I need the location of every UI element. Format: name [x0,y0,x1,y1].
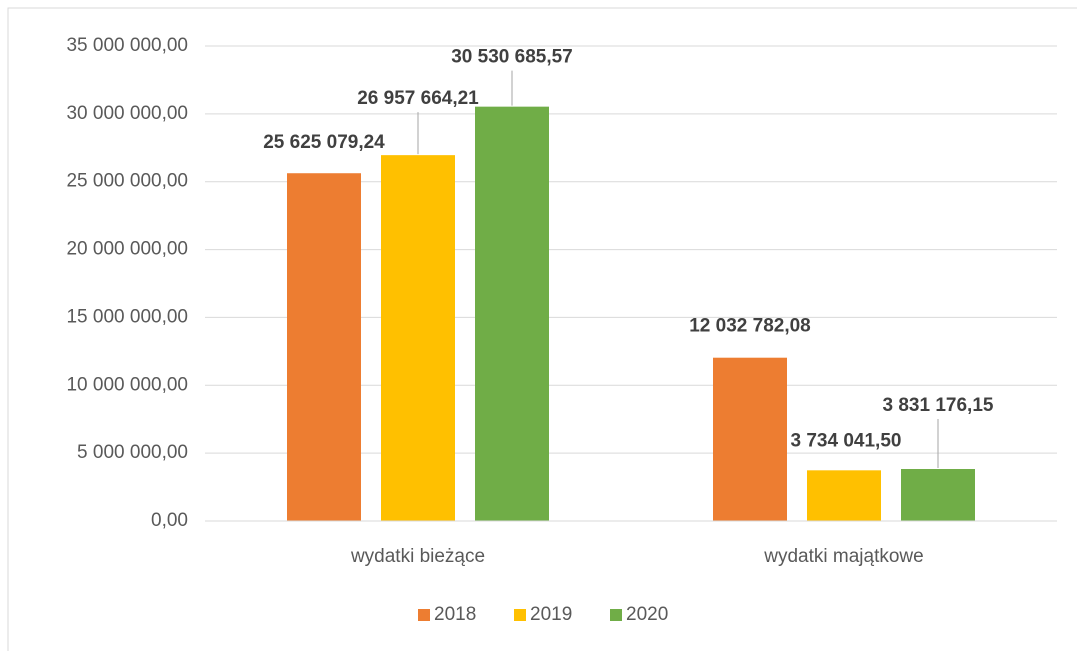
legend-swatch [610,609,622,621]
bar [287,173,361,521]
y-tick-label: 10 000 000,00 [66,374,188,395]
data-label: 26 957 664,21 [357,88,479,109]
bar [807,470,881,521]
y-tick-label: 30 000 000,00 [66,103,188,124]
legend-swatch [514,609,526,621]
x-tick-label: wydatki majątkowe [763,546,923,567]
y-tick-label: 25 000 000,00 [66,171,188,192]
y-tick-label: 0,00 [151,510,188,531]
y-tick-label: 5 000 000,00 [77,442,188,463]
data-label: 3 831 176,15 [883,395,994,416]
data-label: 30 530 685,57 [451,47,573,68]
y-tick-label: 15 000 000,00 [66,306,188,327]
legend-swatch [418,609,430,621]
bar [381,155,455,521]
x-tick-label: wydatki bieżące [350,546,485,567]
legend-label: 2020 [626,604,668,625]
legend-label: 2019 [530,604,572,625]
bar [475,106,549,522]
data-label: 12 032 782,08 [689,316,811,337]
bar [901,469,975,521]
legend-label: 2018 [434,604,476,625]
bar [713,357,787,521]
data-label: 25 625 079,24 [263,132,385,153]
data-label: 3 734 041,50 [791,430,902,451]
y-tick-label: 35 000 000,00 [66,35,188,56]
y-tick-label: 20 000 000,00 [66,239,188,260]
